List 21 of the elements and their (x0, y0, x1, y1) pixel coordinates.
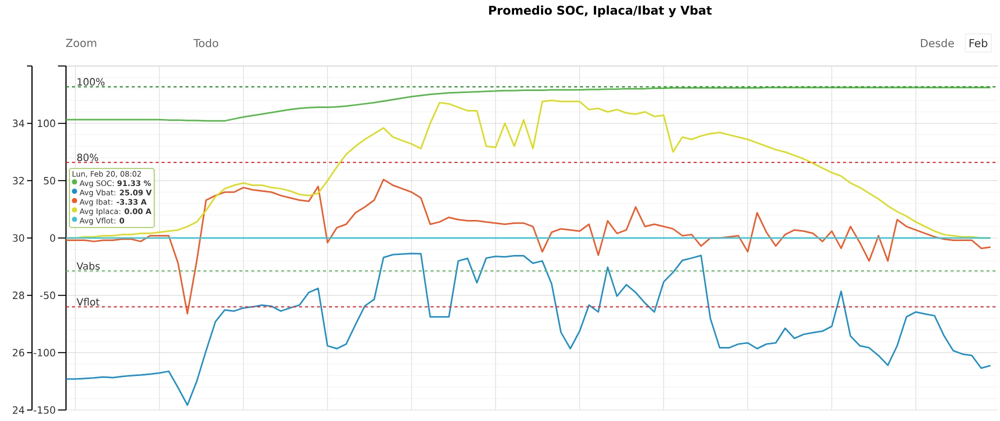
ref-line-label: Vabs (76, 262, 100, 270)
y2-tick-label: 34 (12, 120, 24, 128)
chart-title: Promedio SOC, Iplaca/Ibat y Vbat (489, 6, 712, 18)
y2-tick-label: 26 (12, 348, 24, 356)
text: Desde (920, 38, 954, 48)
y-tick-label: 50 (44, 176, 56, 184)
y-tick-label: -100 (34, 348, 56, 356)
y3-tick-label: 100% (78, 78, 104, 86)
y2-tick-label: 32 (12, 176, 24, 184)
ref-line-label: Vflot (76, 298, 100, 306)
y-tick-label: 0 (50, 234, 56, 242)
text: Zoom (66, 38, 96, 48)
y3-tick-label: 80% (77, 154, 98, 162)
y-tick-label: -50 (40, 292, 56, 300)
y-tick-label: 100 (38, 120, 56, 128)
y2-tick-label: 30 (12, 234, 24, 242)
text: Feb (970, 38, 988, 48)
y2-tick-label: 24 (12, 406, 24, 414)
y-tick-label: -150 (34, 406, 56, 414)
y2-tick-label: 28 (12, 292, 24, 300)
text: Todo (193, 38, 218, 48)
